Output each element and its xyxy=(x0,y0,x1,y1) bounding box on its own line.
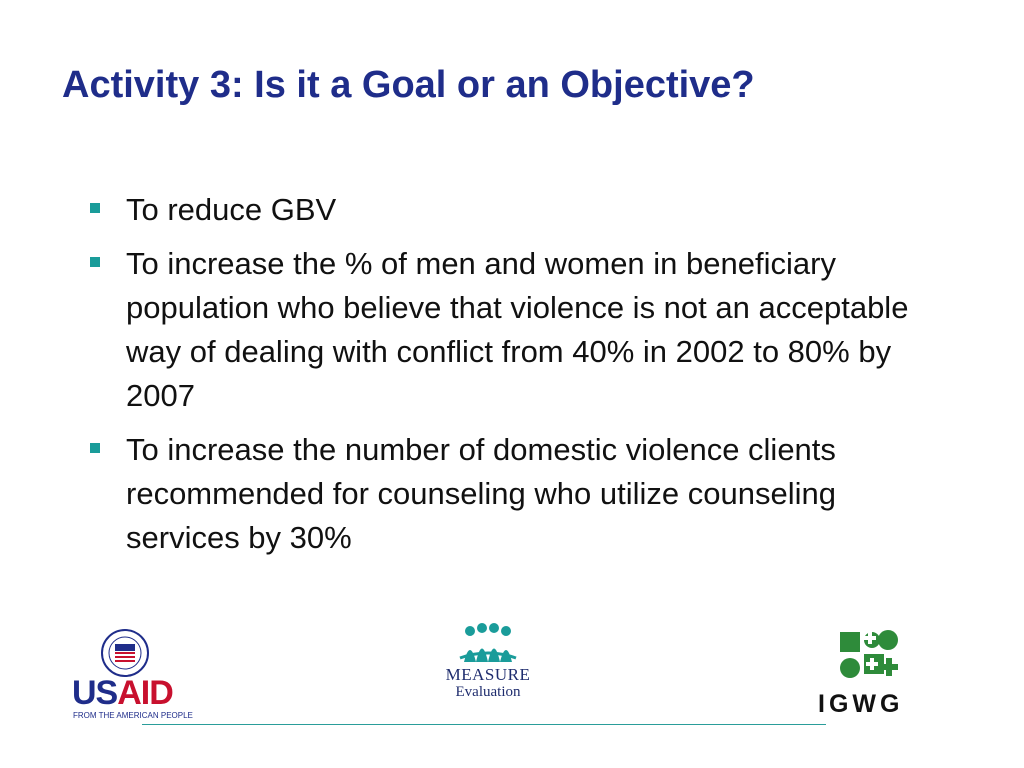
bullet-text: To increase the % of men and women in be… xyxy=(126,246,909,413)
usaid-word-aid: AID xyxy=(117,674,174,712)
igwg-logo: IGWG xyxy=(818,628,918,720)
footer-divider xyxy=(142,724,826,725)
slide-title: Activity 3: Is it a Goal or an Objective… xyxy=(62,64,755,106)
measure-evaluation-logo: MEASURE Evaluation xyxy=(438,622,538,714)
usaid-logo: USAID FROM THE AMERICAN PEOPLE xyxy=(72,628,193,720)
usaid-seal-icon xyxy=(101,629,149,677)
usaid-tagline: FROM THE AMERICAN PEOPLE xyxy=(73,711,193,720)
bullet-list: To reduce GBV To increase the % of men a… xyxy=(88,188,928,570)
usaid-word-us: US xyxy=(72,674,118,712)
square-bullet-icon xyxy=(90,443,100,453)
measure-subtitle: Evaluation xyxy=(455,684,521,700)
usaid-wordmark: USAID xyxy=(72,674,174,713)
bullet-item: To reduce GBV xyxy=(88,188,928,232)
bullet-item: To increase the number of domestic viole… xyxy=(88,428,928,560)
igwg-puzzle-icon xyxy=(840,630,898,678)
bullet-text: To increase the number of domestic viole… xyxy=(126,432,836,555)
square-bullet-icon xyxy=(90,203,100,213)
measure-wordmark: MEASURE xyxy=(445,665,531,684)
bullet-item: To increase the % of men and women in be… xyxy=(88,242,928,418)
people-group-icon xyxy=(459,623,517,662)
igwg-wordmark: IGWG xyxy=(818,690,904,718)
bullet-text: To reduce GBV xyxy=(126,192,337,227)
square-bullet-icon xyxy=(90,257,100,267)
